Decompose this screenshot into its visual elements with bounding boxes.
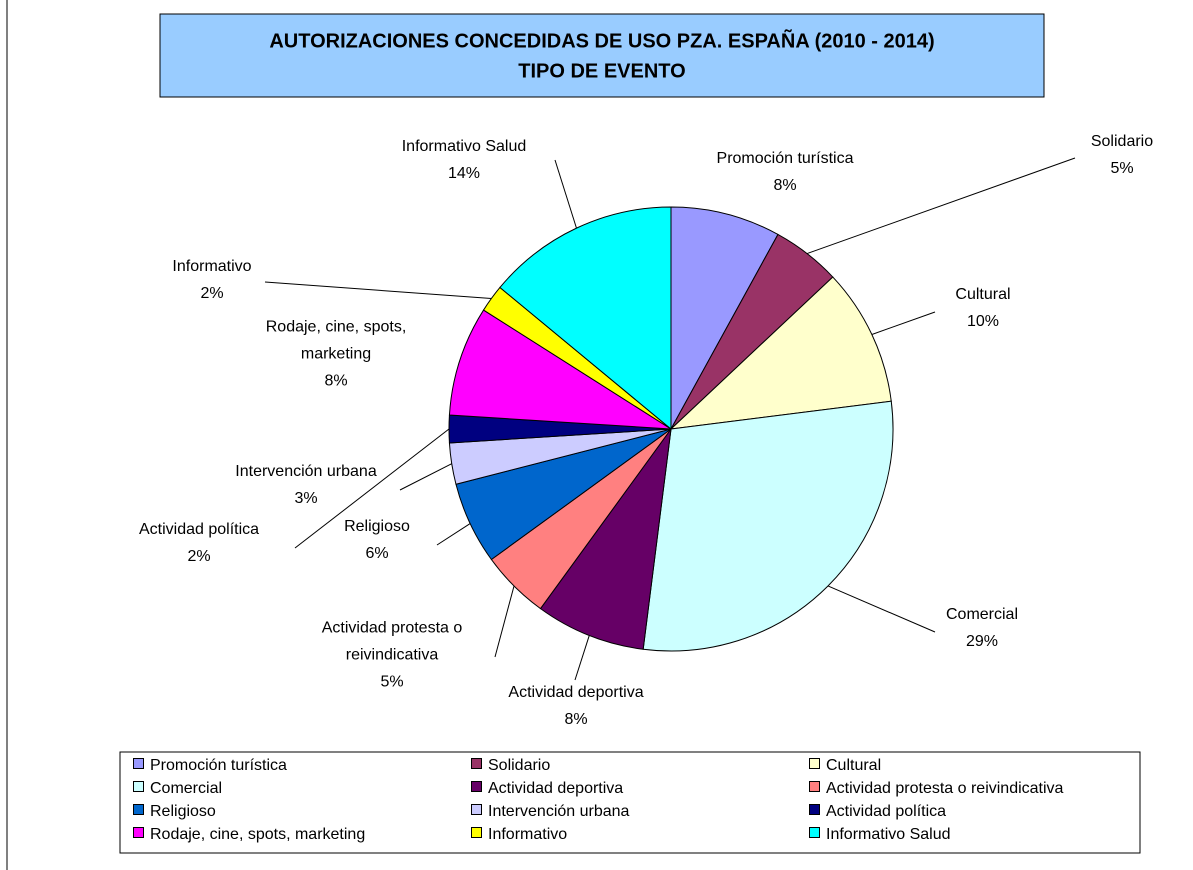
label-value: 5% [380, 673, 404, 691]
legend-label: Actividad deportiva [488, 780, 624, 797]
legend-label: Religioso [150, 803, 216, 820]
label-name: Actividad protesta o reivindicativa [321, 619, 463, 664]
legend-swatch [471, 758, 482, 769]
legend-swatch [809, 758, 820, 769]
leader-line [436, 523, 471, 546]
legend-swatch [809, 827, 820, 838]
legend-swatch [133, 781, 144, 792]
pie-slice [448, 309, 672, 430]
title-box [159, 13, 1045, 98]
legend-label: Actividad política [826, 803, 947, 820]
label-value: 10% [966, 313, 1000, 330]
legend-entry: Intervención urbana [471, 803, 629, 821]
legend-label: Promoción turística [150, 757, 287, 774]
legend-entry: Informativo [471, 826, 567, 844]
leader-line [294, 428, 450, 549]
chart-title: AUTORIZACIONES CONCEDIDAS DE USO PZA. ES… [269, 29, 934, 52]
data-label: Intervención urbana 3% [206, 458, 406, 512]
legend-label: Cultural [826, 757, 882, 774]
label-name: Religioso [344, 518, 410, 535]
label-value: 29% [965, 633, 999, 650]
label-value: 6% [365, 545, 389, 562]
pie-slice [670, 206, 779, 430]
data-label: Promoción turística 8% [685, 145, 885, 199]
data-label: Actividad deportiva 8% [476, 679, 676, 733]
legend-box [119, 751, 1141, 854]
label-value: 2% [187, 548, 211, 565]
legend-entry: Cultural [809, 757, 881, 775]
legend-entry: Promoción turística [133, 757, 287, 775]
data-label: Solidario 5% [1062, 128, 1182, 182]
data-label: Actividad política 2% [109, 516, 289, 570]
label-name: Solidario [1090, 133, 1154, 150]
legend-label: Rodaje, cine, spots, marketing [150, 826, 366, 843]
legend-entry: Solidario [471, 757, 550, 775]
legend-swatch [471, 781, 482, 792]
legend-label: Comercial [150, 780, 223, 797]
legend-label: Informativo Salud [826, 826, 951, 843]
label-value: 8% [773, 177, 797, 194]
legend-swatch [809, 781, 820, 792]
legend-entry: Rodaje, cine, spots, marketing [133, 826, 365, 844]
label-name: Informativo [172, 258, 252, 275]
legend-entry: Actividad protesta o reivindicativa [809, 780, 1063, 798]
label-value: 8% [564, 711, 588, 728]
data-label: Informativo 2% [152, 253, 272, 307]
label-value: 14% [447, 165, 481, 182]
label-name: Actividad deportiva [508, 684, 644, 701]
chart-subtitle: TIPO DE EVENTO [518, 60, 685, 82]
pie-slice [539, 428, 672, 650]
data-label: Rodaje, cine, spots, marketing 8% [249, 314, 424, 395]
legend-swatch [471, 827, 482, 838]
data-label: Informativo Salud 14% [364, 133, 564, 187]
legend-label: Informativo [488, 826, 568, 843]
legend-label: Solidario [488, 757, 551, 774]
label-name: Comercial [945, 606, 1018, 623]
leader-line [399, 463, 452, 491]
legend-swatch [471, 804, 482, 815]
data-label: Religioso 6% [317, 513, 437, 567]
legend-swatch [133, 758, 144, 769]
leader-line [574, 635, 590, 681]
data-label: Cultural 10% [923, 281, 1043, 335]
leader-line [871, 311, 936, 335]
label-value: 5% [1110, 160, 1134, 177]
leader-line [554, 159, 577, 229]
label-value: 3% [294, 490, 318, 507]
legend-swatch [133, 804, 144, 815]
data-label: Comercial 29% [922, 601, 1042, 655]
legend-entry: Informativo Salud [809, 826, 951, 844]
legend-label: Actividad protesta o reivindicativa [826, 780, 1064, 797]
label-name: Cultural [955, 286, 1011, 303]
leader-line [827, 585, 936, 633]
label-value: 8% [324, 372, 348, 390]
data-label: Actividad protesta o reivindicativa 5% [292, 615, 492, 696]
leader-line [494, 585, 515, 658]
legend-swatch [133, 827, 144, 838]
legend-entry: Religioso [133, 803, 216, 821]
legend-label: Intervención urbana [488, 803, 630, 820]
legend-entry: Comercial [133, 780, 222, 798]
label-name: Actividad política [138, 521, 260, 538]
label-name: Informativo Salud [401, 138, 527, 155]
label-name: Promoción turística [716, 150, 854, 167]
pie-slice [669, 276, 892, 430]
leader-line [264, 281, 492, 300]
label-value: 2% [200, 285, 224, 302]
label-name: Rodaje, cine, spots, marketing [265, 318, 407, 363]
leader-line [806, 157, 1076, 255]
pie-slice [642, 400, 894, 652]
legend-entry: Actividad política [809, 803, 946, 821]
label-name: Intervención urbana [235, 463, 377, 480]
legend-entry: Actividad deportiva [471, 780, 623, 798]
legend-swatch [809, 804, 820, 815]
pie-slice [499, 206, 672, 431]
